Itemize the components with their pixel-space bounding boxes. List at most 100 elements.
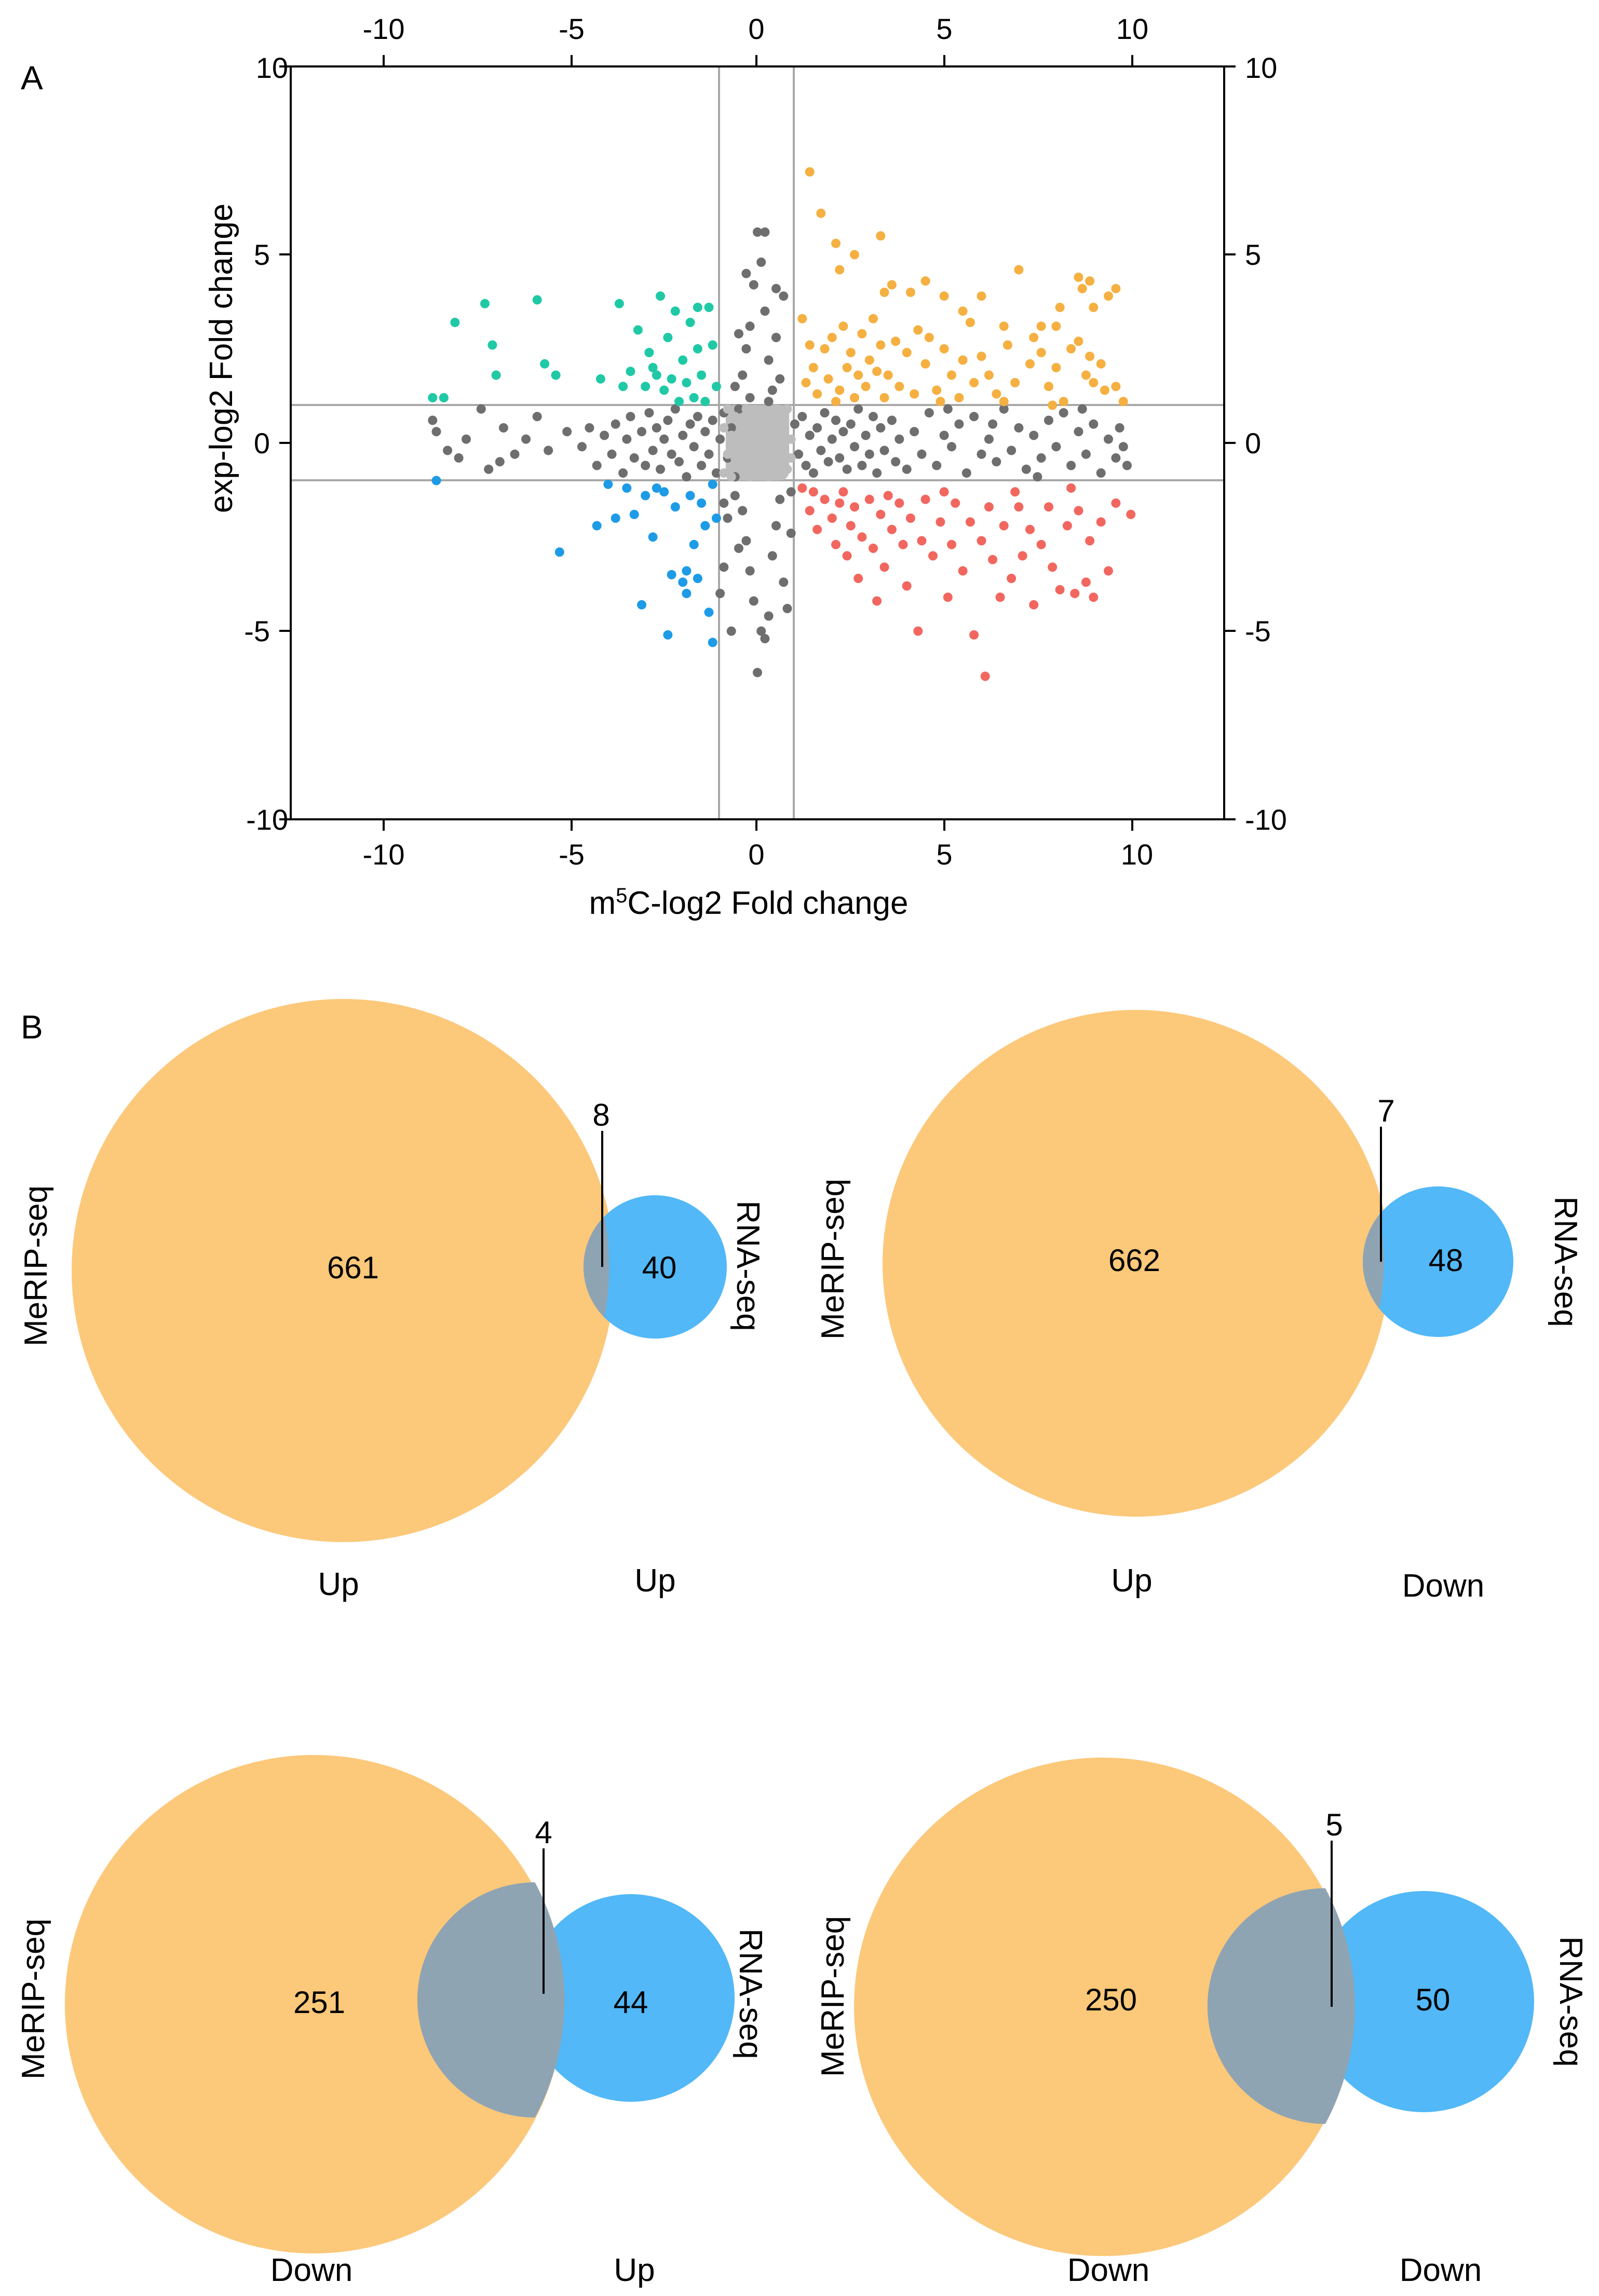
scatter-point	[730, 453, 740, 463]
scatter-point	[1085, 276, 1095, 286]
venn-left-set-label: MeRIP-seq	[18, 1185, 54, 1346]
scatter-point	[965, 517, 975, 527]
scatter-point	[697, 498, 707, 508]
venn-right-group-label: Up	[614, 2252, 655, 2288]
scatter-point	[775, 494, 785, 504]
top-tick-label: -5	[559, 12, 585, 45]
scatter-point	[1048, 562, 1058, 572]
x-axis-title-rest: C-log2 Fold change	[627, 885, 908, 921]
scatter-point	[853, 574, 863, 583]
scatter-point	[749, 280, 758, 290]
scatter-point	[738, 464, 748, 474]
scatter-point	[823, 457, 833, 467]
scatter-point	[947, 370, 956, 380]
scatter-point	[711, 382, 721, 391]
scatter-point	[476, 404, 486, 414]
scatter-point	[532, 412, 542, 422]
scatter-point	[846, 348, 856, 357]
scatter-point	[715, 434, 725, 444]
scatter-point	[801, 378, 811, 387]
scatter-point	[1111, 382, 1121, 391]
scatter-point	[846, 419, 856, 429]
series-not-significant	[428, 227, 1132, 678]
scatter-point	[1066, 344, 1076, 354]
venn-overlap-count: 4	[535, 1815, 552, 1850]
scatter-point	[1059, 397, 1068, 407]
top-tick-label: 5	[936, 12, 952, 45]
scatter-point	[1089, 378, 1099, 387]
scatter-point	[764, 397, 774, 407]
scatter-point	[954, 393, 964, 402]
scatter-point	[745, 321, 755, 331]
scatter-point	[869, 314, 878, 323]
scatter-point	[600, 430, 609, 440]
scatter-point	[820, 494, 830, 504]
scatter-point	[947, 442, 956, 452]
scatter-point	[842, 363, 852, 372]
scatter-point	[850, 250, 859, 260]
scatter-point	[704, 303, 714, 312]
venn-right-count: 48	[1429, 1243, 1464, 1278]
scatter-point	[641, 461, 651, 470]
scatter-point	[760, 634, 770, 643]
scatter-point	[924, 333, 934, 342]
scatter-point	[951, 498, 960, 508]
scatter-point	[491, 370, 501, 380]
scatter-point	[428, 415, 438, 425]
scatter-point	[891, 336, 901, 346]
scatter-point	[719, 498, 729, 508]
scatter-point	[831, 397, 841, 407]
scatter-point	[1100, 385, 1109, 395]
scatter-point	[1014, 502, 1024, 512]
scatter-point	[771, 333, 781, 342]
scatter-point	[805, 506, 815, 516]
left-tick-label: 0	[254, 427, 270, 460]
scatter-point	[771, 521, 781, 531]
left-tick-label: 10	[256, 51, 288, 84]
scatter-point	[969, 412, 979, 422]
scatter-point	[1115, 423, 1124, 433]
scatter-point	[723, 514, 733, 523]
scatter-point	[958, 566, 968, 576]
right-tick-labels: 10 5 0 -5 -10	[1245, 51, 1287, 836]
scatter-point	[1089, 592, 1099, 602]
scatter-point	[812, 524, 822, 534]
venn-right-circle	[1313, 1891, 1534, 2112]
scatter-point	[726, 626, 736, 636]
scatter-point	[1007, 574, 1017, 583]
scatter-point	[611, 514, 620, 523]
scatter-point	[820, 344, 830, 354]
scatter-point	[1066, 461, 1076, 470]
scatter-point	[693, 303, 702, 312]
scatter-point	[734, 430, 743, 440]
scatter-point	[1111, 283, 1121, 293]
scatter-point	[995, 592, 1005, 602]
venn-left-group-label: Up	[318, 1566, 359, 1602]
scatter-point	[700, 397, 710, 407]
top-tick-labels: -10 -5 0 5 10	[363, 12, 1149, 45]
scatter-point	[816, 445, 826, 455]
scatter-point	[887, 524, 897, 534]
scatter-point	[924, 408, 934, 417]
scatter-point	[595, 374, 605, 384]
scatter-point	[730, 491, 740, 501]
scatter-point	[831, 415, 841, 425]
scatter-point	[663, 630, 673, 640]
scatter-chart: -10 -5 0 5 10 -10 -5 0 5 10 10 5 0 -5 -1…	[204, 12, 1287, 921]
scatter-point	[808, 468, 818, 478]
scatter-point	[869, 544, 878, 553]
scatter-point	[977, 352, 986, 361]
bottom-ticks	[383, 819, 1133, 831]
scatter-point	[745, 393, 755, 402]
scatter-point	[644, 408, 654, 417]
scatter-point	[771, 404, 781, 414]
venn-diagram: 4 251 44 MeRIP-seq RNA-seq Down Up	[16, 1755, 768, 2288]
scatter-point	[689, 442, 699, 452]
scatter-point	[1044, 382, 1053, 391]
venn-right-count: 50	[1416, 1982, 1451, 2017]
scatter-point	[711, 468, 721, 478]
scatter-point	[947, 539, 956, 549]
scatter-point	[682, 566, 692, 576]
scatter-point	[835, 498, 845, 508]
scatter-point	[999, 521, 1009, 531]
